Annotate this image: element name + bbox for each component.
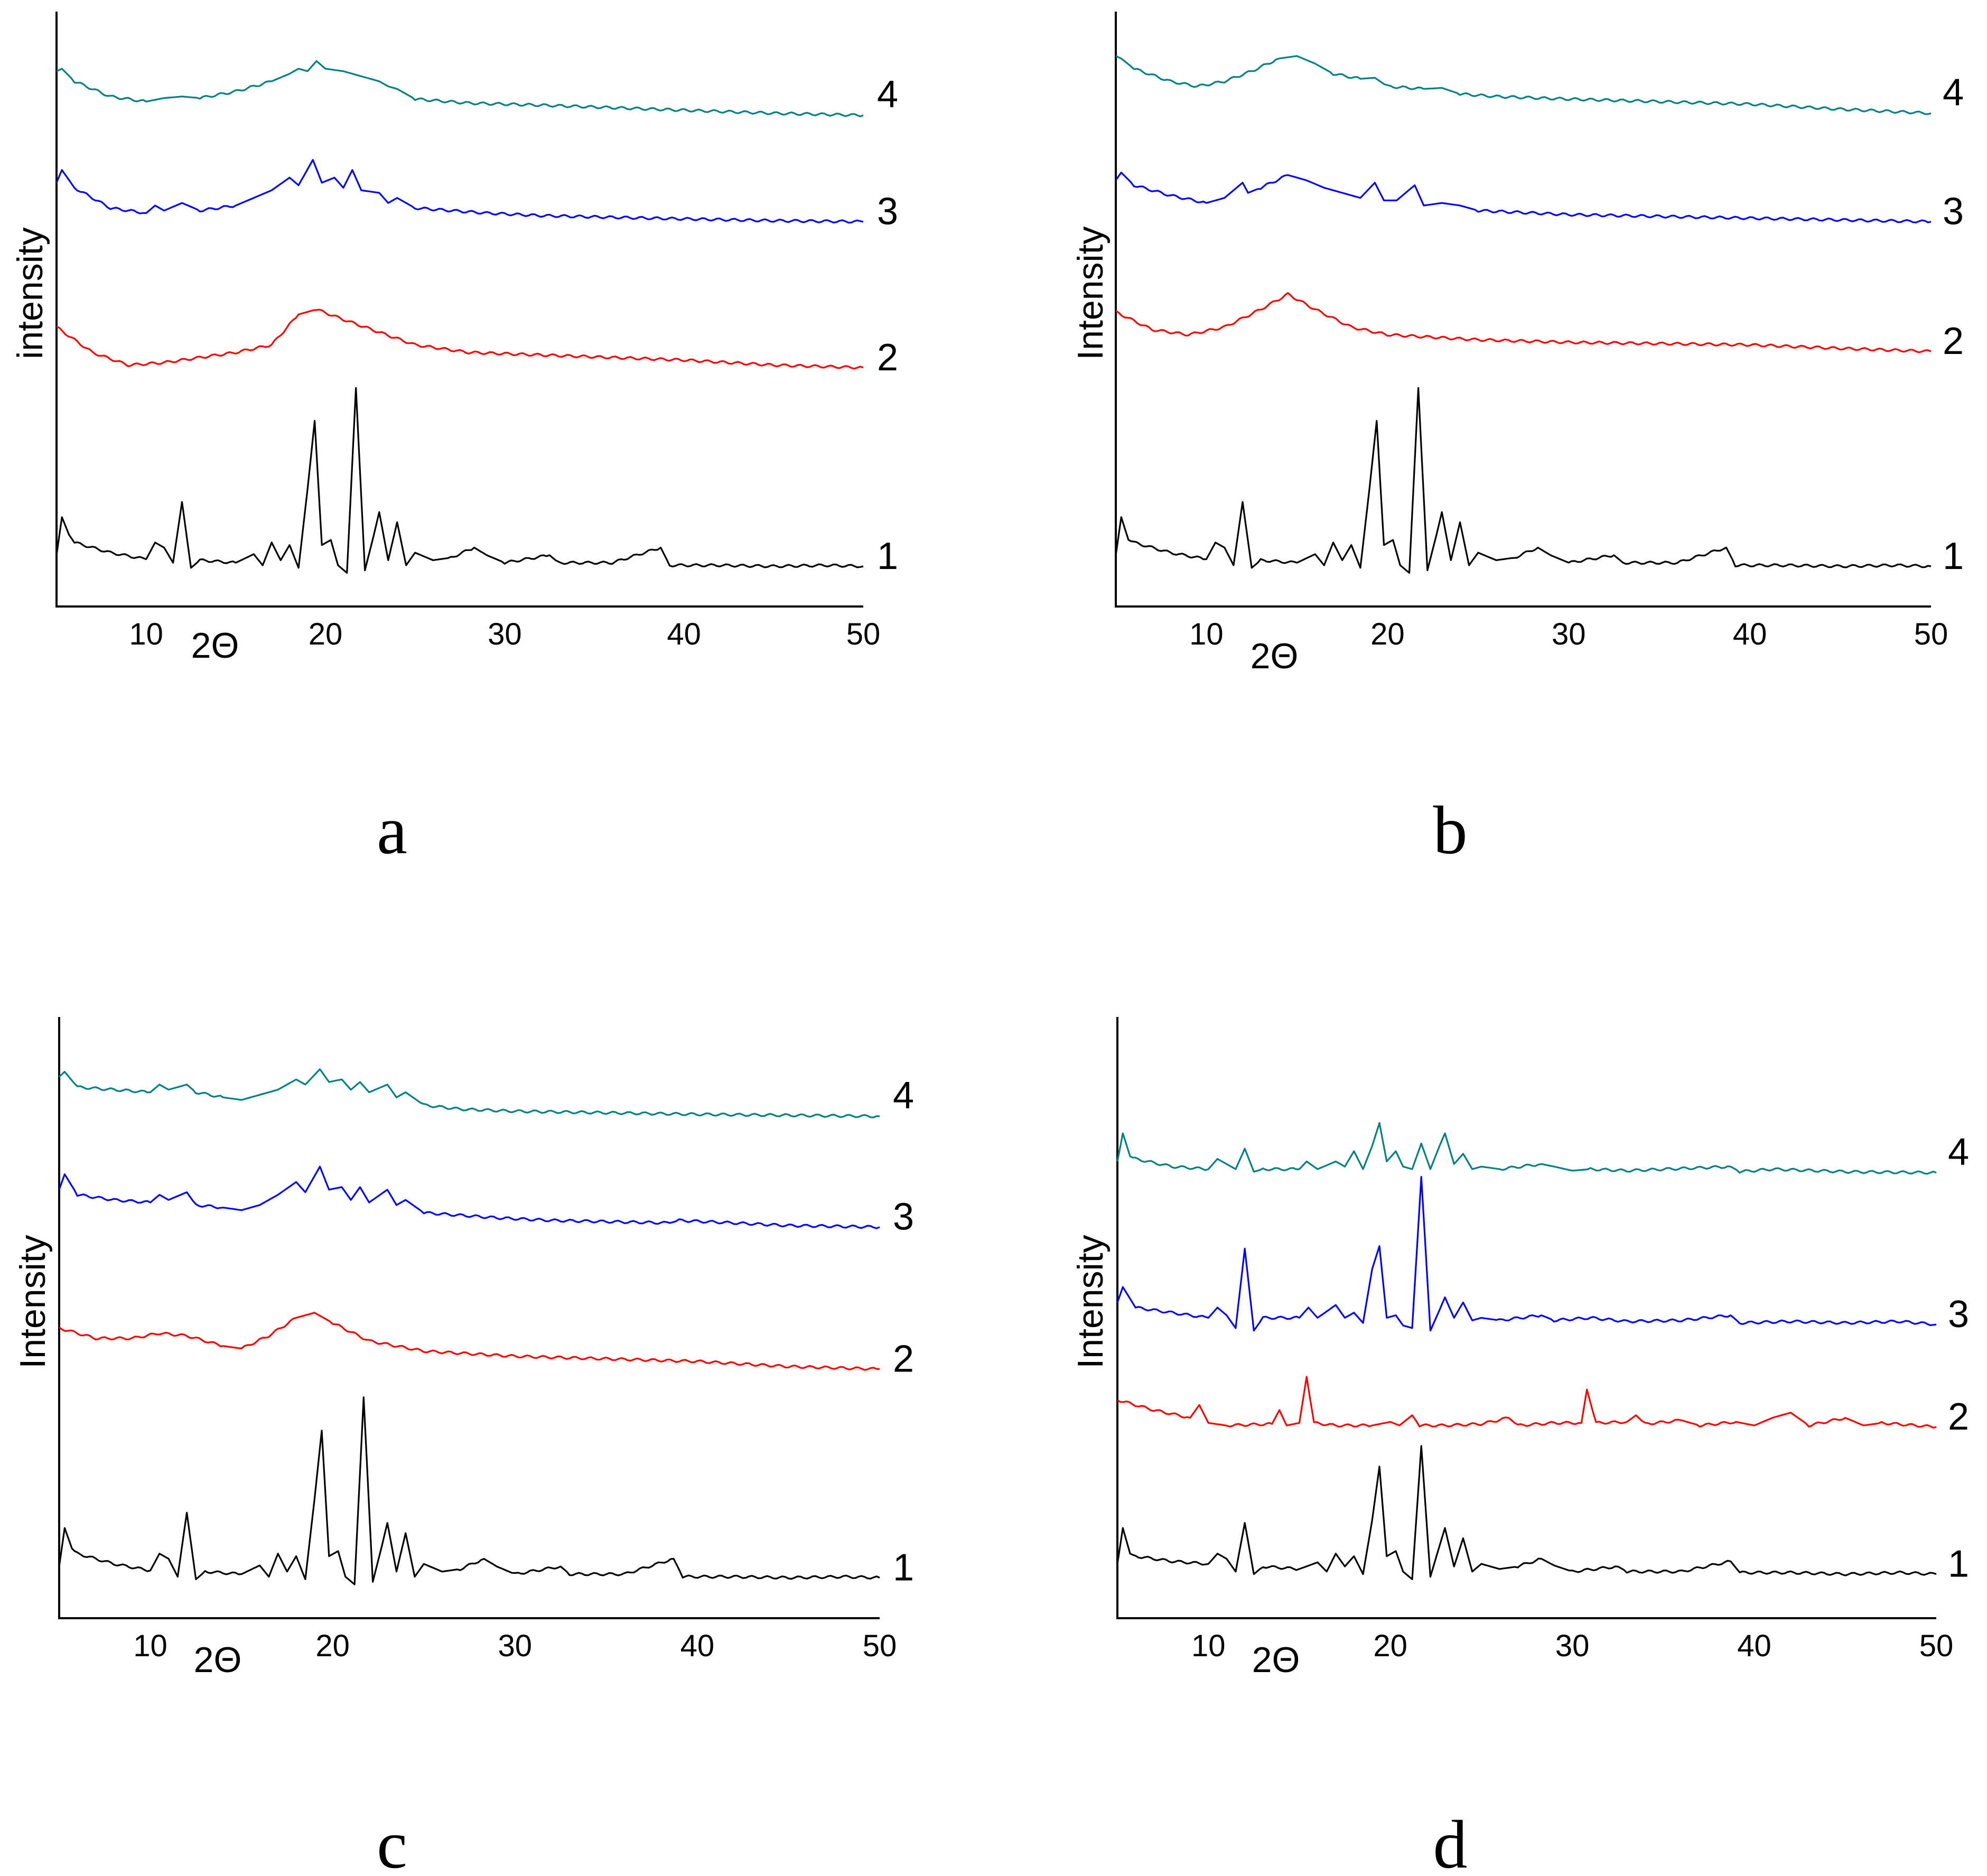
- series-1-trace: [55, 387, 864, 574]
- series-label-2: 2: [877, 337, 898, 379]
- y-axis-label: Intensity: [1070, 1235, 1111, 1368]
- series-label-3: 3: [1948, 1293, 1969, 1336]
- x-tick-label: 50: [846, 617, 881, 651]
- x-tick-label: 40: [680, 1629, 715, 1663]
- series-1-trace: [1115, 387, 1932, 574]
- x-tick-label: 50: [863, 1629, 897, 1663]
- panel-b: 10 20 30 40 50 2Θ Intensity 1 2 3 4 b: [1070, 12, 1964, 869]
- panel-letter: c: [377, 1807, 407, 1876]
- x-tick-label: 40: [1733, 617, 1767, 651]
- series-2-trace: [56, 309, 864, 370]
- x-tick-label: 10: [1189, 617, 1224, 651]
- x-axis-label: 2Θ: [1252, 1640, 1300, 1680]
- series-1-trace: [58, 1396, 880, 1585]
- y-axis-label: Intensity: [1070, 226, 1111, 360]
- series-label-1: 1: [1943, 535, 1964, 577]
- y-axis-label: Intensity: [13, 1235, 53, 1368]
- x-tick-label: 30: [498, 1629, 533, 1663]
- series-3-trace: [58, 1165, 880, 1229]
- series-label-4: 4: [877, 73, 898, 116]
- x-tick-label: 20: [1373, 1629, 1407, 1663]
- panel-d: 10 20 30 40 50 2Θ Intensity 1 2 3 4 d: [1070, 1017, 1969, 1876]
- axis-frame: [58, 1017, 880, 1619]
- x-tick-label: 10: [129, 617, 163, 651]
- series-label-1: 1: [877, 535, 898, 577]
- panel-letter: d: [1433, 1807, 1468, 1876]
- series-label-1: 1: [893, 1546, 914, 1589]
- series-label-4: 4: [893, 1075, 914, 1117]
- x-axis-label: 2Θ: [194, 1640, 242, 1680]
- series-label-4: 4: [1948, 1131, 1969, 1173]
- x-tick-label: 50: [1914, 617, 1948, 651]
- axis-frame: [1116, 1017, 1936, 1619]
- axis-frame: [1115, 12, 1931, 608]
- series-4-trace: [1116, 1122, 1937, 1175]
- x-tick-label: 30: [1555, 1629, 1590, 1663]
- x-tick-label: 10: [133, 1629, 167, 1663]
- series-4-trace: [1115, 55, 1932, 115]
- series-4-trace: [58, 1068, 880, 1118]
- x-tick-label: 20: [1370, 617, 1405, 651]
- series-3-trace: [55, 159, 864, 223]
- series-label-3: 3: [877, 191, 898, 233]
- panel-letter: b: [1433, 792, 1468, 869]
- series-3-trace: [1115, 172, 1932, 223]
- x-tick-label: 20: [315, 1629, 350, 1663]
- series-2-trace: [1115, 292, 1932, 353]
- series-label-2: 2: [893, 1338, 914, 1380]
- x-tick-label: 40: [1737, 1629, 1771, 1663]
- series-label-1: 1: [1948, 1543, 1969, 1585]
- series-label-3: 3: [1943, 191, 1964, 233]
- x-tick-label: 50: [1919, 1629, 1954, 1663]
- series-label-3: 3: [893, 1196, 914, 1238]
- x-axis-label: 2Θ: [191, 626, 239, 666]
- series-2-trace: [59, 1312, 880, 1371]
- series-3-trace: [1116, 1176, 1937, 1332]
- panel-a: 10 20 30 40 50 2Θ intensity 1 2 3 4 a: [10, 12, 898, 869]
- series-label-4: 4: [1943, 71, 1964, 114]
- panel-c: 10 20 30 40 50 2Θ Intensity 1 2 3 4 c: [13, 1017, 914, 1876]
- series-2-trace: [1117, 1376, 1937, 1429]
- series-label-2: 2: [1943, 320, 1964, 362]
- x-tick-label: 20: [309, 617, 343, 651]
- series-label-2: 2: [1948, 1396, 1969, 1438]
- x-tick-label: 40: [667, 617, 701, 651]
- x-tick-label: 30: [488, 617, 522, 651]
- x-tick-label: 30: [1552, 617, 1586, 651]
- series-1-trace: [1116, 1445, 1937, 1580]
- x-axis-label: 2Θ: [1251, 636, 1299, 676]
- axis-frame: [55, 12, 863, 608]
- y-axis-label: intensity: [10, 227, 50, 359]
- x-tick-label: 10: [1191, 1629, 1226, 1663]
- series-4-trace: [56, 60, 864, 117]
- panel-letter: a: [377, 792, 407, 869]
